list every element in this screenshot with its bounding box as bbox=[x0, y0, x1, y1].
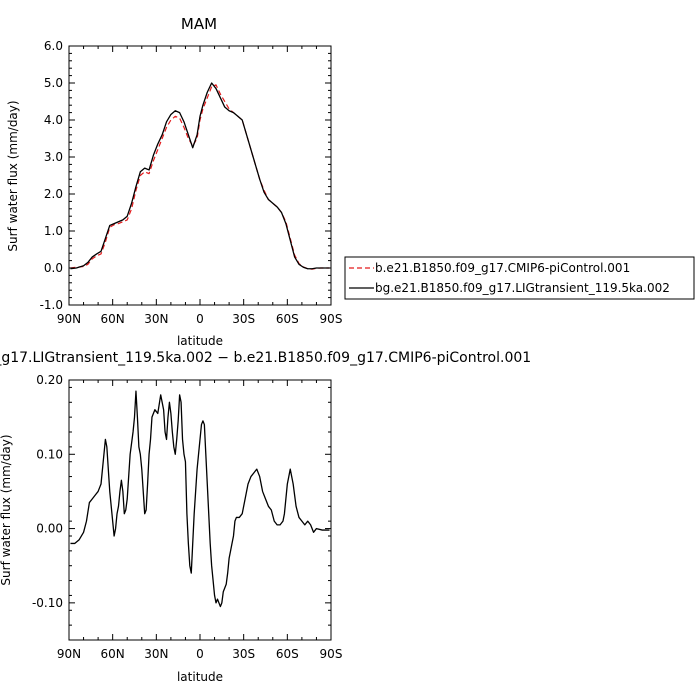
chart-top-x-tick-label: 60N bbox=[101, 312, 125, 326]
chart-bottom-series-line-1 bbox=[70, 390, 330, 608]
chart-bottom-plot-frame bbox=[68, 379, 332, 641]
chart-top-y-tick-label: 4.0 bbox=[44, 113, 63, 127]
chart-bottom-series-group bbox=[70, 390, 330, 608]
chart-top-y-tick-label: 6.0 bbox=[44, 39, 63, 53]
chart-top-ylabel: Surf water flux (mm/day) bbox=[6, 100, 20, 251]
chart-bottom-y-tick-label: 0.20 bbox=[36, 373, 63, 387]
chart-top-y-tick-label: 2.0 bbox=[44, 187, 63, 201]
chart-bottom-y-tick-label: -0.10 bbox=[32, 596, 63, 610]
chart-bottom-x-tick-label: 0 bbox=[196, 647, 204, 661]
chart-top-y-tick-label: 5.0 bbox=[44, 76, 63, 90]
chart-top-plot-frame bbox=[68, 45, 332, 306]
chart-top-x-tick-label: 90N bbox=[57, 312, 81, 326]
chart-top-series-group bbox=[70, 82, 330, 270]
chart-bottom-ticks: 90N 60N 30N 0 30S 60S 90S -0.10 0.00 0.10 0.20 bbox=[32, 373, 343, 661]
chart-top-title: MAM bbox=[181, 15, 217, 33]
chart-top-x-tick-label: 30S bbox=[232, 312, 255, 326]
chart-top-legend: b.e21.B1850.f09_g17.CMIP6-piControl.001 … bbox=[344, 256, 695, 300]
chart-bottom-y-tick-label: 0.10 bbox=[36, 447, 63, 461]
chart-bottom-ylabel: Surf water flux (mm/day) bbox=[0, 434, 13, 585]
chart-top-y-tick-label: 1.0 bbox=[44, 224, 63, 238]
chart-top-x-tick-label: 90S bbox=[320, 312, 343, 326]
chart-bottom-y-tick-label: 0.00 bbox=[36, 522, 63, 536]
chart-top-y-tick-label: 3.0 bbox=[44, 150, 63, 164]
chart-top-y-tick-label: 0.0 bbox=[44, 261, 63, 275]
chart-bottom-x-tick-label: 60N bbox=[101, 647, 125, 661]
chart-bottom-x-tick-label: 30N bbox=[144, 647, 168, 661]
chart-bottom-x-tick-label: 60S bbox=[276, 647, 299, 661]
chart-top-ticks: 90N 60N 30N 0 30S 60S 90S -1.0 0.0 1.0 2.0 3.0 4.0 5.… bbox=[40, 39, 343, 326]
chart-bottom: bg.e21.B1850.f09_g17.LIGtransient_119.5k… bbox=[0, 350, 531, 684]
chart-top-series-line-2 bbox=[70, 82, 330, 270]
chart-bottom-xlabel: latitude bbox=[177, 670, 223, 684]
legend-label-series-1: b.e21.B1850.f09_g17.CMIP6-piControl.001 bbox=[375, 261, 630, 275]
chart-top-x-tick-label: 60S bbox=[276, 312, 299, 326]
legend-frame bbox=[344, 256, 695, 300]
chart-bottom-title: bg.e21.B1850.f09_g17.LIGtransient_119.5k… bbox=[0, 350, 531, 366]
chart-top-x-tick-label: 0 bbox=[196, 312, 204, 326]
chart-bottom-x-tick-label: 30S bbox=[232, 647, 255, 661]
legend-label-series-2: bg.e21.B1850.f09_g17.LIGtransient_119.5k… bbox=[375, 281, 670, 295]
chart-top-xlabel: latitude bbox=[177, 334, 223, 348]
chart-top-y-tick-label: -1.0 bbox=[40, 298, 63, 312]
chart-top-x-tick-label: 30N bbox=[144, 312, 168, 326]
chart-bottom-x-tick-label: 90N bbox=[57, 647, 81, 661]
chart-bottom-x-tick-label: 90S bbox=[320, 647, 343, 661]
chart-top: MAM 90N 60N 30N 0 30S 60S 90S -1.0 0.0 1.0 2.0 3.0 4… bbox=[6, 15, 695, 348]
